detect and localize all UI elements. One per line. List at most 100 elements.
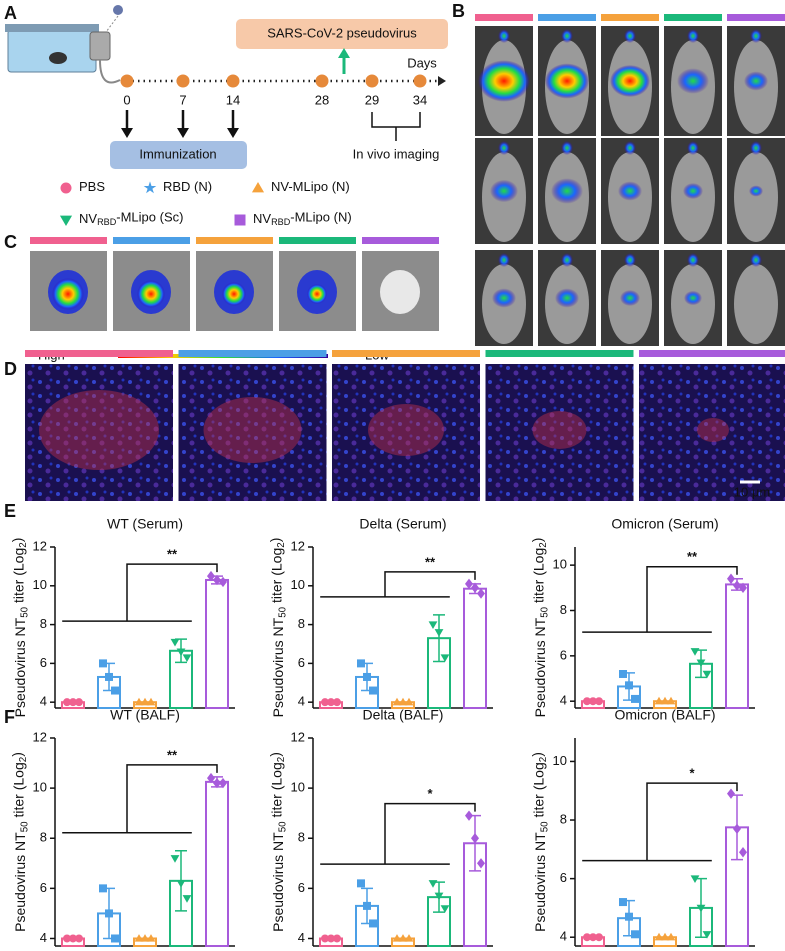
signal [744, 71, 768, 91]
lung [380, 270, 420, 314]
y-tick-label: 12 [291, 538, 305, 553]
y-tick-label: 10 [553, 753, 567, 768]
data-point [219, 777, 227, 789]
data-point [333, 698, 341, 707]
data-point [176, 880, 186, 888]
data-point [75, 934, 83, 943]
data-point [660, 932, 670, 941]
data-point [69, 934, 77, 943]
data-point [357, 659, 365, 668]
tissue-image [25, 364, 173, 501]
signal [222, 282, 246, 306]
data-point [727, 788, 735, 799]
data-point [213, 574, 221, 586]
timeline-dot [365, 74, 379, 88]
signal [750, 253, 762, 267]
significance-bracket [62, 764, 218, 834]
data-point [404, 934, 414, 942]
text-part: Pseudovirus NT [12, 832, 28, 932]
data-point [140, 697, 150, 706]
legend-label: NVRBD-MLipo (Sc) [79, 210, 183, 228]
text-part: ) [9, 538, 25, 543]
text-part: 50 [277, 821, 288, 832]
data-point [321, 698, 329, 707]
chart-title: WT (Serum) [107, 516, 183, 532]
legend-marker [251, 181, 265, 193]
legend-marker [234, 214, 246, 226]
data-point [471, 582, 479, 593]
significance-bracket [320, 571, 476, 598]
data-point [477, 588, 485, 599]
text-part: NV [79, 211, 97, 226]
data-point [69, 698, 77, 707]
data-point [134, 697, 144, 706]
timeline-dot [413, 74, 427, 88]
significance: ** [167, 547, 178, 562]
timeline-dot [315, 74, 329, 88]
red-signal [532, 411, 587, 449]
day-label: 28 [315, 92, 329, 107]
bar [205, 578, 229, 709]
data-point [733, 823, 741, 835]
y-tick-label: 6 [560, 647, 567, 662]
data-point [589, 933, 597, 942]
panel-label: A [4, 3, 17, 23]
data-point [631, 930, 639, 939]
nebulizer [89, 31, 111, 61]
mouse-body [734, 152, 778, 242]
y-tick-label: 6 [560, 870, 567, 885]
tissue-image [485, 364, 634, 501]
axis-label: Days [407, 55, 437, 70]
signal [683, 183, 703, 199]
chart-title: Omicron (BALF) [614, 707, 715, 723]
signal [620, 290, 640, 306]
significance-bracket [320, 802, 476, 865]
signal [561, 253, 573, 267]
group-bar [475, 14, 533, 21]
red-signal [368, 404, 444, 456]
y-tick-label: 12 [291, 729, 305, 744]
text-part: 2 [276, 542, 287, 547]
y-tick-label: 8 [40, 616, 47, 631]
group-bar [113, 237, 190, 244]
signal [749, 185, 763, 197]
signal [52, 278, 84, 310]
immunization-box [110, 141, 247, 169]
signal [624, 29, 636, 43]
data-point [105, 909, 113, 918]
text-part: titer (Log [10, 762, 26, 821]
error-bar [433, 614, 445, 663]
tissue-image [332, 364, 480, 501]
legend-label: RBD (N) [163, 179, 212, 194]
data-point [140, 934, 150, 942]
legend-label: NVRBD-MLipo (N) [253, 210, 352, 228]
data-point [690, 875, 700, 884]
red-signal [203, 397, 302, 463]
timeline-dot [120, 74, 134, 88]
data-point [465, 578, 473, 590]
data-point [363, 672, 371, 681]
text-part: 50 [539, 606, 550, 617]
signal [618, 181, 642, 201]
text-part: NV-MLipo (N) [271, 179, 350, 194]
data-point [327, 934, 335, 943]
data-point [182, 895, 192, 903]
group-bar [332, 350, 480, 357]
y-tick-label: 8 [560, 811, 567, 826]
y-tick-label: 8 [560, 602, 567, 617]
text-part: RBD (N) [163, 179, 212, 194]
y-tick-label: 10 [553, 557, 567, 572]
text-part: 2 [18, 757, 29, 762]
timeline-dot [226, 74, 240, 88]
y-tick-label: 12 [33, 729, 47, 744]
data-point [99, 884, 107, 893]
signal [555, 288, 579, 308]
data-point [99, 659, 107, 668]
data-point [654, 696, 664, 705]
y-axis-label: Pseudovirus NT50 titer (Log2) [529, 538, 550, 718]
bar [725, 583, 749, 709]
cage-lid [5, 24, 99, 32]
data-point [182, 654, 192, 662]
callout-box [236, 19, 448, 49]
